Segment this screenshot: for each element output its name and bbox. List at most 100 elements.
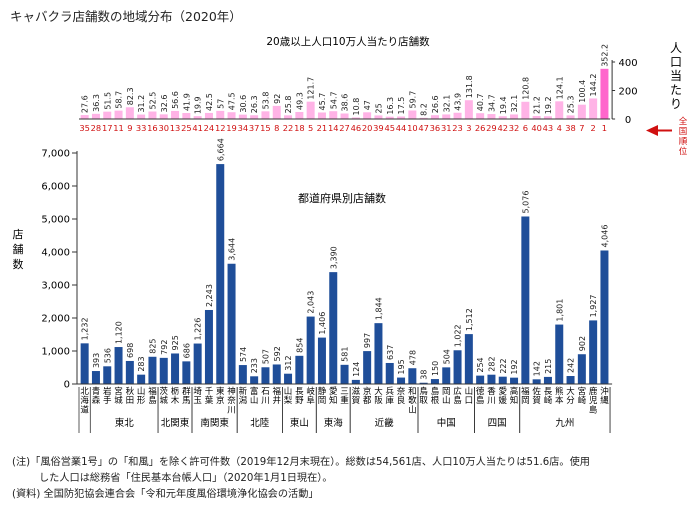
top-bar-value: 25 <box>374 103 383 113</box>
category-label: 滋 <box>352 386 361 397</box>
top-bar <box>306 101 315 119</box>
top-bar-value: 53.8 <box>261 92 270 110</box>
bottom-bar <box>159 357 168 384</box>
rank-label: 8 <box>274 123 279 133</box>
top-bar-value: 21.2 <box>533 96 542 114</box>
category-label: 葉 <box>205 395 214 406</box>
top-bar-value: 82.3 <box>126 87 135 105</box>
top-bar-value: 59.7 <box>408 91 417 109</box>
rank-label: 22 <box>283 123 294 133</box>
top-bar-value: 16.3 <box>386 97 395 115</box>
category-label: 手 <box>103 395 112 406</box>
bottom-bar-value: 215 <box>544 359 553 374</box>
category-label: 川 <box>227 405 236 415</box>
top-y-axis-label: た <box>670 83 682 97</box>
category-label: 木 <box>171 395 180 406</box>
category-label: 山 <box>284 386 293 397</box>
bottom-y-tick-label: 6,000 <box>41 182 70 193</box>
category-label: 奈 <box>397 386 406 397</box>
top-bar-value: 38.6 <box>341 94 350 112</box>
bottom-bar <box>374 323 383 384</box>
category-label: 道 <box>80 404 89 415</box>
top-bar-value: 30.6 <box>239 95 248 113</box>
top-bar <box>476 113 485 119</box>
bottom-y-tick-label: 3,000 <box>41 281 70 292</box>
bottom-y-tick-label: 5,000 <box>41 215 70 226</box>
category-label: 岐 <box>306 386 315 397</box>
bottom-bar <box>171 353 180 384</box>
rank-label: 46 <box>351 123 362 133</box>
rank-label: 37 <box>249 123 260 133</box>
top-bar <box>261 111 270 119</box>
rank-axis-label: 国 <box>679 127 688 137</box>
category-label: 山 <box>408 404 417 415</box>
bottom-bar-value: 1,512 <box>465 308 474 331</box>
category-label: 鳥 <box>419 386 428 397</box>
bottom-bar <box>351 379 360 384</box>
rank-label: 32 <box>509 123 520 133</box>
top-bar <box>295 111 304 119</box>
top-bar <box>182 113 191 119</box>
category-label: 広 <box>453 386 462 397</box>
top-bar-value: 34.7 <box>487 94 496 112</box>
rank-label: 26 <box>475 123 486 133</box>
category-label: 取 <box>419 396 428 406</box>
rank-label: 2 <box>591 123 596 133</box>
bottom-bar <box>317 337 326 384</box>
rank-label: 3 <box>466 123 471 133</box>
bottom-y-axis-label: 店 <box>13 227 24 241</box>
bottom-bar <box>589 320 598 384</box>
category-label: 三 <box>340 387 349 397</box>
rank-label: 45 <box>384 123 395 133</box>
top-bar-value: 58.7 <box>115 91 124 109</box>
bottom-bar <box>204 309 213 384</box>
bottom-bar <box>80 343 89 384</box>
bottom-bar-value: 393 <box>92 353 101 368</box>
top-bar-value: 27.6 <box>81 95 90 113</box>
bottom-bar <box>430 379 439 384</box>
category-label: 京 <box>216 395 225 406</box>
top-chart-title: 20歳以上人口10万人当たり店舗数 <box>266 35 430 48</box>
bottom-bar-value: 2,043 <box>307 291 316 314</box>
bottom-bar-value: 195 <box>397 359 406 374</box>
category-label: 井 <box>272 395 281 406</box>
category-label: 知 <box>329 395 338 406</box>
bottom-bar-value: 536 <box>103 348 112 363</box>
rank-label: 17 <box>102 123 113 133</box>
bottom-bar-value: 637 <box>386 345 395 360</box>
bottom-bar <box>340 364 349 384</box>
bottom-bar-value: 997 <box>363 333 372 348</box>
category-label: 京 <box>363 386 372 397</box>
top-bar <box>453 112 462 119</box>
category-label: 長 <box>295 387 304 397</box>
bottom-bar <box>114 347 123 384</box>
bottom-bar <box>453 350 462 384</box>
bottom-bar-value: 312 <box>284 355 293 370</box>
rank-label: 20 <box>362 123 373 133</box>
top-bar <box>374 115 383 119</box>
rank-label: 25 <box>181 123 192 133</box>
rank-label: 29 <box>486 123 497 133</box>
top-bar-value: 25.8 <box>284 96 293 114</box>
rank-label: 36 <box>430 123 441 133</box>
top-bar <box>250 115 259 119</box>
top-bar <box>487 114 496 119</box>
top-bar-value: 120.8 <box>521 77 530 100</box>
top-bar <box>329 111 338 119</box>
bottom-bar-value: 3,390 <box>329 246 338 269</box>
bottom-y-tick-label: 7,000 <box>41 149 70 160</box>
bottom-bar <box>148 356 157 384</box>
rank-label: 4 <box>557 123 562 133</box>
rank-label: 34 <box>238 123 249 133</box>
rank-axis-label: 位 <box>679 146 688 157</box>
notes: (注)「風俗営業1号」の「和風」を除く許可件数（2019年12月末現在）。総数は… <box>12 455 590 503</box>
top-y-axis-label: 当 <box>670 69 682 83</box>
rank-label: 5 <box>308 123 313 133</box>
bottom-bar-value: 1,801 <box>555 299 564 322</box>
top-bar-value: 26.6 <box>431 95 440 113</box>
category-label: 福 <box>148 386 157 397</box>
bottom-bar <box>498 376 507 384</box>
category-label: 岡 <box>521 396 530 406</box>
category-label: 島 <box>431 386 440 397</box>
